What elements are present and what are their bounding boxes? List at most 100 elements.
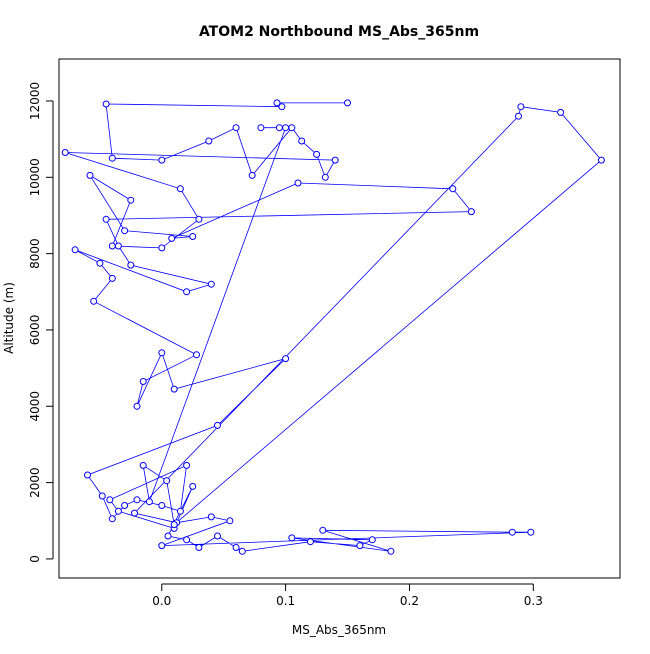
data-point — [108, 515, 116, 523]
data-point — [133, 402, 141, 410]
data-point — [176, 185, 184, 193]
data-point — [102, 100, 110, 108]
data-point — [232, 124, 240, 132]
data-point — [183, 536, 191, 544]
data-point — [527, 528, 535, 536]
data-point — [368, 536, 376, 544]
series-layer — [61, 99, 605, 555]
data-point — [321, 173, 329, 181]
data-point — [356, 542, 364, 550]
x-tick-label: 0.0 — [152, 594, 171, 608]
data-point — [145, 498, 153, 506]
data-point — [193, 351, 200, 359]
data-point — [273, 99, 281, 107]
data-point — [158, 542, 166, 550]
axes-layer: 0.0 0.1 0.2 0.3 0 2000 4000 6000 8000 10000 12000 — [28, 82, 543, 608]
y-tick-label: 8000 — [28, 238, 42, 269]
data-point — [294, 179, 302, 187]
data-point — [226, 517, 234, 525]
data-point — [298, 137, 306, 145]
data-point — [170, 385, 178, 393]
data-point — [164, 532, 172, 540]
data-point — [288, 124, 296, 132]
data-point — [131, 509, 138, 517]
data-point — [387, 547, 395, 555]
x-tick-label: 0.1 — [276, 594, 295, 608]
data-point — [61, 149, 69, 156]
data-point — [331, 156, 339, 164]
data-point — [288, 534, 296, 542]
data-point — [108, 242, 116, 250]
y-tick-label: 4000 — [28, 391, 42, 422]
data-point — [214, 532, 221, 540]
data-point — [282, 124, 290, 132]
data-point — [214, 421, 221, 429]
data-point — [319, 526, 327, 534]
y-tick-label: 6000 — [28, 315, 42, 346]
data-point — [168, 234, 176, 242]
x-tick-label: 0.3 — [524, 594, 543, 608]
data-point — [189, 482, 197, 490]
data-point — [106, 496, 114, 504]
data-point — [108, 154, 116, 162]
x-tick-label: 0.2 — [400, 594, 419, 608]
data-point — [96, 259, 104, 267]
data-point — [313, 150, 321, 158]
data-point — [207, 513, 215, 521]
data-point — [170, 521, 178, 529]
data-point — [275, 124, 283, 132]
data-point — [158, 244, 166, 252]
data-point — [139, 378, 147, 385]
data-point — [257, 124, 265, 132]
y-tick-label: 2000 — [28, 467, 42, 498]
data-point — [133, 496, 141, 504]
data-point — [114, 507, 122, 515]
data-point — [508, 528, 516, 536]
data-point — [597, 156, 605, 164]
data-point — [232, 544, 240, 551]
data-point — [158, 349, 166, 357]
data-point — [86, 171, 94, 179]
data-point — [183, 461, 191, 469]
data-point — [121, 502, 129, 509]
data-point — [139, 461, 147, 469]
data-point — [449, 185, 457, 193]
data-point — [163, 477, 171, 485]
data-point — [517, 103, 525, 111]
chart-title: ATOM2 Northbound MS_Abs_365nm — [199, 24, 479, 40]
data-point — [71, 246, 79, 254]
data-point — [282, 355, 290, 363]
data-point — [195, 544, 203, 551]
data-point — [158, 156, 166, 164]
data-point — [127, 196, 135, 204]
data-point — [278, 103, 286, 111]
data-point — [467, 208, 475, 216]
data-point — [515, 112, 522, 120]
data-point — [189, 233, 197, 240]
data-point — [205, 137, 213, 145]
data-point — [238, 547, 246, 555]
plot-frame — [58, 58, 621, 579]
data-point — [121, 227, 129, 235]
y-tick-label: 0 — [28, 555, 42, 563]
data-point — [102, 215, 110, 223]
data-point — [98, 492, 106, 500]
data-point — [127, 261, 135, 269]
y-tick-label: 12000 — [28, 82, 42, 120]
data-point — [108, 274, 116, 282]
x-axis-label: MS_Abs_365nm — [292, 623, 386, 637]
data-point — [306, 538, 314, 546]
data-point — [557, 108, 565, 116]
data-point — [158, 502, 166, 509]
data-point — [90, 297, 98, 305]
data-point — [195, 215, 203, 223]
data-point — [248, 171, 256, 179]
y-tick-label: 10000 — [28, 158, 42, 196]
data-point — [183, 288, 191, 296]
data-point — [176, 507, 184, 515]
data-point — [344, 99, 351, 107]
data-point — [114, 242, 122, 250]
